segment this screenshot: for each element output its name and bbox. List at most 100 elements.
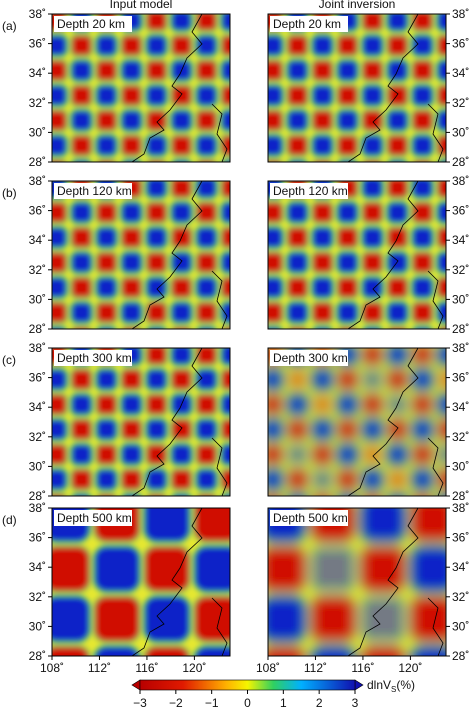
lat-tick-label: 28˚ — [452, 155, 469, 169]
depth-label: Depth 120 km — [57, 184, 132, 198]
depth-label: Depth 120 km — [273, 184, 348, 198]
anomaly-cell — [361, 109, 384, 132]
anomaly-cell — [311, 418, 334, 441]
map-frame — [51, 507, 231, 657]
lat-tick-label: 30˚ — [452, 292, 469, 306]
anomaly-cell — [268, 276, 284, 299]
depth-box — [270, 183, 348, 199]
anomaly-cell — [120, 109, 143, 132]
anomaly-cell — [170, 34, 193, 57]
anomaly-cell — [220, 109, 230, 132]
lat-tick-label: 34˚ — [29, 233, 46, 247]
anomaly-cell — [411, 34, 434, 57]
anomaly-cell — [311, 443, 334, 466]
anomaly-cell — [268, 59, 284, 82]
row-label: (c) — [2, 353, 16, 367]
anomaly-cell — [268, 109, 284, 132]
lat-tick-label: 34˚ — [452, 560, 469, 574]
anomaly-cells — [268, 181, 446, 329]
map-field — [268, 181, 446, 329]
anomaly-cell — [171, 159, 192, 162]
map-field — [52, 14, 230, 162]
anomaly-cell — [95, 59, 118, 82]
anomaly-cell — [145, 226, 168, 249]
anomaly-cell — [311, 34, 334, 57]
anomaly-cell — [70, 418, 93, 441]
anomaly-cell — [268, 301, 284, 324]
lat-tick-label: 38˚ — [29, 341, 46, 355]
anomaly-cell — [436, 34, 446, 57]
lon-tick-label: 108˚ — [256, 661, 280, 675]
lat-tick-label: 34˚ — [29, 400, 46, 414]
map-panel: Depth 300 km — [267, 347, 447, 497]
anomaly-cell — [95, 443, 118, 466]
lat-tick-label: 32˚ — [29, 263, 46, 277]
colorbar-tick-label: −3 — [133, 696, 147, 710]
anomaly-cell — [52, 393, 68, 416]
anomaly-cell — [386, 276, 409, 299]
lat-tick-label: 32˚ — [29, 590, 46, 604]
anomaly-cell — [220, 276, 230, 299]
anomaly-cell — [52, 84, 68, 107]
anomaly-cell — [195, 251, 218, 274]
anomaly-cell — [96, 326, 117, 329]
anomaly-cell — [195, 84, 218, 107]
colorbar-end — [131, 679, 141, 691]
lat-tick-label: 34˚ — [452, 66, 469, 80]
anomaly-cell — [95, 276, 118, 299]
anomaly-cell — [220, 181, 230, 199]
map-panel: Depth 500 km — [51, 507, 231, 657]
coastline — [131, 508, 228, 656]
lat-tick-label: 38˚ — [452, 7, 469, 21]
anomaly-cell — [145, 251, 168, 274]
anomaly-cell — [411, 251, 434, 274]
anomaly-cell — [411, 226, 434, 249]
anomaly-cell — [309, 545, 357, 593]
lon-tick-label: 120˚ — [182, 661, 206, 675]
lat-tick-label: 36˚ — [29, 531, 46, 545]
anomaly-cell — [170, 301, 193, 324]
anomaly-cell — [286, 443, 309, 466]
map-frame — [267, 180, 447, 330]
anomaly-cell — [386, 348, 409, 366]
anomaly-cell — [411, 134, 434, 157]
anomaly-cell — [52, 418, 68, 441]
map-panel: Depth 300 km — [51, 347, 231, 497]
lon-tick-label: 120˚ — [398, 661, 422, 675]
anomaly-cell — [145, 418, 168, 441]
anomaly-cell — [71, 326, 92, 329]
map-field — [52, 181, 230, 329]
lon-tick-label: 116˚ — [351, 661, 374, 675]
anomaly-cell — [311, 301, 334, 324]
anomaly-cell — [268, 393, 284, 416]
colorbar-tick-label: −2 — [169, 696, 183, 710]
anomaly-cell — [145, 393, 168, 416]
anomaly-cell — [411, 468, 434, 491]
map-panel: Depth 120 km — [51, 180, 231, 330]
lat-tick-label: 38˚ — [29, 501, 46, 515]
anomaly-cell — [412, 159, 433, 162]
anomaly-cell — [145, 109, 168, 132]
depth-box — [54, 16, 132, 32]
anomaly-cell — [221, 326, 230, 329]
anomaly-cell — [52, 109, 68, 132]
anomaly-cell — [436, 276, 446, 299]
lat-tick-label: 30˚ — [452, 459, 469, 473]
anomaly-cell — [121, 159, 142, 162]
anomaly-cell — [386, 84, 409, 107]
anomaly-cell — [436, 393, 446, 416]
anomaly-cell — [286, 368, 309, 391]
anomaly-cell — [336, 393, 359, 416]
anomaly-cell — [146, 159, 167, 162]
row-label: (d) — [2, 513, 17, 527]
anomaly-cell — [361, 14, 384, 32]
anomaly-cell — [411, 59, 434, 82]
anomaly-cell — [411, 393, 434, 416]
lat-tick-label: 28˚ — [452, 489, 469, 503]
anomaly-cell — [311, 368, 334, 391]
anomaly-cell — [361, 276, 384, 299]
anomaly-cell — [195, 201, 218, 224]
anomaly-cell — [361, 134, 384, 157]
map-frame — [51, 180, 231, 330]
anomaly-cell — [145, 301, 168, 324]
